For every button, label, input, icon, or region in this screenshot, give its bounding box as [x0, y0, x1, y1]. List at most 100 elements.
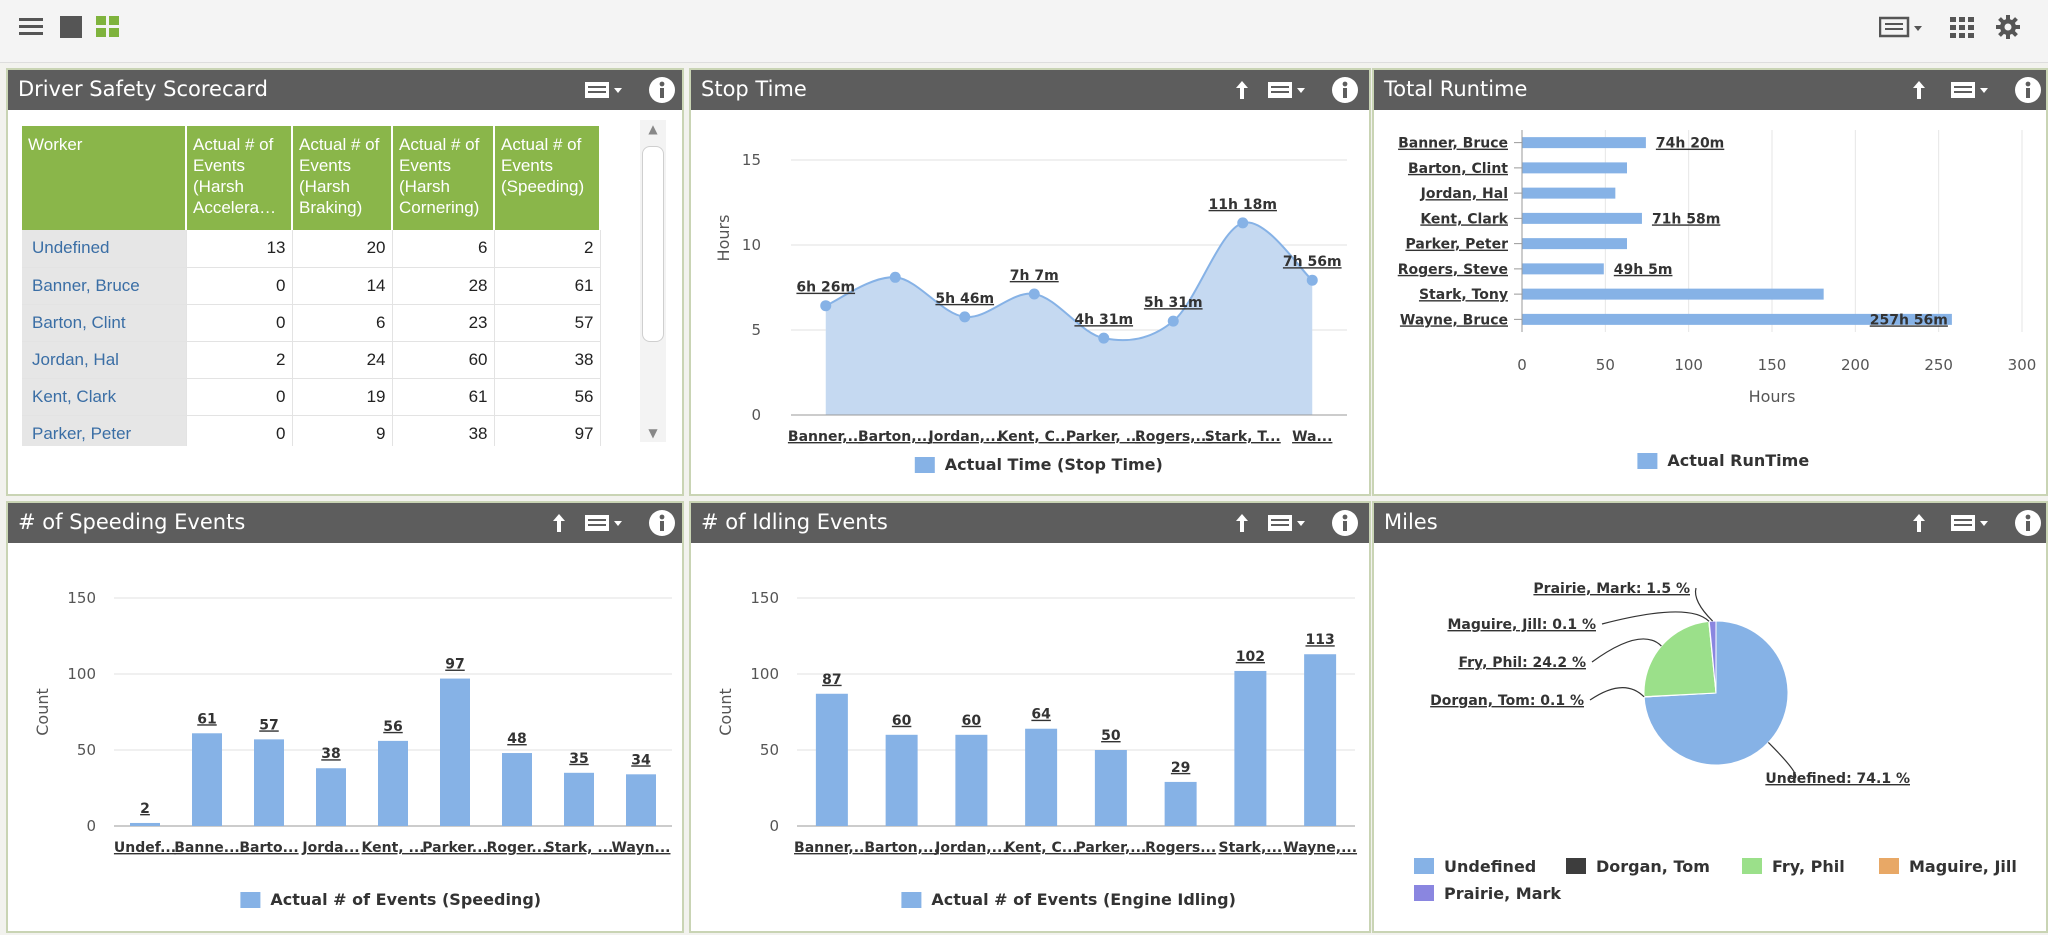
event-count-cell: 38	[494, 341, 601, 379]
info-icon[interactable]	[2014, 76, 2042, 104]
info-icon[interactable]	[648, 509, 676, 537]
worker-name-link[interactable]: Jordan, Hal	[22, 341, 187, 379]
x-tick-label: Roger...	[487, 840, 548, 856]
view-menu-icon[interactable]	[1267, 76, 1309, 104]
bar	[1522, 162, 1627, 174]
column-header-text: Events	[193, 156, 245, 175]
view-menu-icon[interactable]	[1950, 76, 1992, 104]
legend-label: Prairie, Mark	[1444, 884, 1561, 903]
data-point	[1028, 288, 1040, 300]
x-tick-label: Jordan,...	[928, 429, 1001, 445]
event-count-cell: 0	[186, 415, 293, 446]
data-label: 4h 31m	[1074, 312, 1133, 328]
legend-label: Maguire, Jill	[1909, 857, 2017, 876]
bar	[192, 733, 222, 826]
scrollbar-thumb[interactable]	[642, 146, 664, 342]
drill-up-icon[interactable]	[1908, 76, 1930, 104]
x-tick-label: Stark,...	[1219, 840, 1283, 856]
column-header-speeding[interactable]: Actual # of Events (Speeding)	[494, 126, 601, 230]
bar	[815, 693, 848, 826]
view-menu-icon[interactable]	[1267, 509, 1309, 537]
drill-up-icon[interactable]	[1908, 509, 1930, 537]
drill-up-icon[interactable]	[1231, 76, 1253, 104]
table-row[interactable]: Barton, Clint 0 6 23 57	[22, 304, 601, 342]
scorecard-body: Worker Actual # of Events (Harsh Accelera… …	[8, 110, 682, 494]
drill-up-icon[interactable]	[1231, 509, 1253, 537]
scorecard-table-viewport: Worker Actual # of Events (Harsh Accelera… …	[22, 126, 612, 446]
worker-name-link[interactable]: Parker, Peter	[22, 415, 187, 446]
bar	[1522, 313, 1952, 325]
data-point	[959, 311, 971, 323]
event-count-cell: 60	[392, 341, 495, 379]
driver-safety-scorecard-panel: Driver Safety Scorecard Worker Actual # …	[6, 68, 684, 496]
panel-title: # of Idling Events	[701, 510, 888, 534]
leader-line	[1589, 686, 1645, 701]
x-tick-label: Rogers,...	[1135, 429, 1211, 445]
table-scrollbar[interactable]: ▲ ▼	[640, 120, 666, 442]
view-menu-icon[interactable]	[1950, 509, 1992, 537]
bar	[1522, 212, 1642, 224]
worker-name-link[interactable]: Kent, Clark	[22, 378, 187, 416]
info-icon[interactable]	[1331, 76, 1359, 104]
legend-swatch	[1414, 885, 1434, 901]
x-tick-label: Parker...	[422, 840, 488, 856]
info-icon[interactable]	[2014, 509, 2042, 537]
leader-line	[1601, 611, 1710, 625]
x-tick-label: Parker, ...	[1066, 429, 1142, 445]
x-tick-label: Kent, C...	[998, 429, 1071, 445]
event-count-cell: 13	[186, 230, 293, 268]
hamburger-menu-icon[interactable]	[18, 14, 44, 40]
column-header-text: Actual # of	[501, 135, 582, 154]
table-row[interactable]: Kent, Clark 0 19 61 56	[22, 378, 601, 416]
bar	[1094, 750, 1127, 826]
event-count-cell: 38	[392, 415, 495, 446]
bar-value-label: 87	[822, 672, 841, 688]
worker-name-link[interactable]: Undefined	[22, 230, 187, 268]
bar-value-label: 34	[631, 752, 651, 768]
bar-value-label: 71h 58m	[1652, 211, 1720, 227]
apps-grid-icon[interactable]	[1948, 14, 1976, 40]
settings-gear-icon[interactable]	[1994, 14, 2022, 40]
table-row[interactable]: Banner, Bruce 0 14 28 61	[22, 267, 601, 305]
view-menu-icon[interactable]	[584, 76, 626, 104]
info-icon[interactable]	[1331, 509, 1359, 537]
table-row[interactable]: Parker, Peter 0 9 38 97	[22, 415, 601, 446]
worker-name-link[interactable]: Banner, Bruce	[22, 267, 187, 305]
event-count-cell: 6	[392, 230, 495, 268]
view-menu-icon[interactable]	[584, 509, 626, 537]
legend-label: Actual RunTime	[1667, 451, 1809, 470]
y-tick-label: 5	[751, 321, 761, 339]
scroll-up-arrow-icon[interactable]: ▲	[648, 122, 658, 136]
panel-title: Stop Time	[701, 77, 807, 101]
x-tick-label: Barton,...	[864, 840, 939, 856]
bar	[130, 822, 160, 826]
drill-up-icon[interactable]	[548, 509, 570, 537]
column-header-text: Actual # of	[299, 135, 380, 154]
column-header-text: (Speeding)	[501, 177, 585, 196]
column-header-text: Accelera…	[193, 198, 277, 217]
bar-value-label: 57	[259, 717, 278, 733]
column-header-harsh-cornering[interactable]: Actual # of Events (Harsh Cornering)	[392, 126, 495, 230]
y-tick-label: Parker, Peter	[1405, 237, 1508, 253]
table-row[interactable]: Jordan, Hal 2 24 60 38	[22, 341, 601, 379]
column-header-harsh-acceleration[interactable]: Actual # of Events (Harsh Accelera…	[186, 126, 293, 230]
table-row[interactable]: Undefined 13 20 6 2	[22, 230, 601, 268]
y-axis-label: Count	[716, 688, 735, 736]
y-axis-label: Hours	[714, 215, 733, 262]
bar	[502, 753, 532, 826]
list-view-icon[interactable]	[1878, 14, 1926, 40]
total-runtime-chart: 0 50 100 150 200 250 300 Hours Banner, Bruce 74h …	[1398, 130, 2036, 470]
pie-slice-label: Dorgan, Tom: 0.1 %	[1430, 693, 1584, 709]
panel-header: Driver Safety Scorecard	[8, 70, 682, 110]
leader-line	[1591, 638, 1662, 663]
scroll-down-arrow-icon[interactable]: ▼	[648, 426, 658, 440]
idling-events-panel: # of Idling Events 0 50 100 150 Count 87 Banne…	[689, 501, 1371, 933]
legend-swatch	[1742, 858, 1762, 874]
column-header-harsh-braking[interactable]: Actual # of Events (Harsh Braking)	[292, 126, 393, 230]
info-icon[interactable]	[648, 76, 676, 104]
x-tick-label: Kent, ...	[362, 840, 425, 856]
grid-layout-icon[interactable]	[94, 14, 122, 40]
single-layout-icon[interactable]	[58, 14, 84, 40]
worker-name-link[interactable]: Barton, Clint	[22, 304, 187, 342]
column-header-worker[interactable]: Worker	[22, 126, 187, 230]
